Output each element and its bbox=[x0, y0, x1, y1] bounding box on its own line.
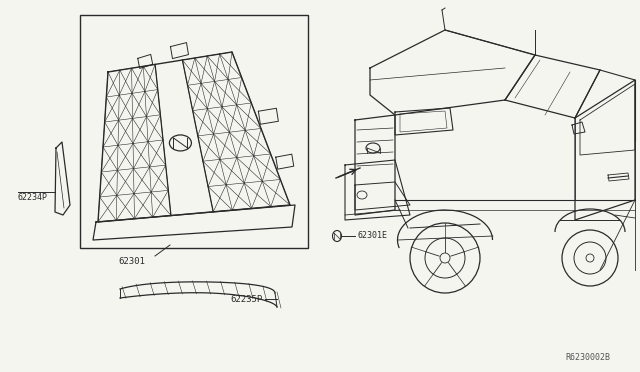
Text: 62235P: 62235P bbox=[231, 295, 263, 304]
Text: 62301E: 62301E bbox=[357, 231, 387, 241]
Text: R6230002B: R6230002B bbox=[565, 353, 610, 362]
Bar bbox=[80, 15, 308, 248]
Text: 62234P: 62234P bbox=[18, 192, 48, 202]
Text: 62301: 62301 bbox=[118, 257, 145, 266]
